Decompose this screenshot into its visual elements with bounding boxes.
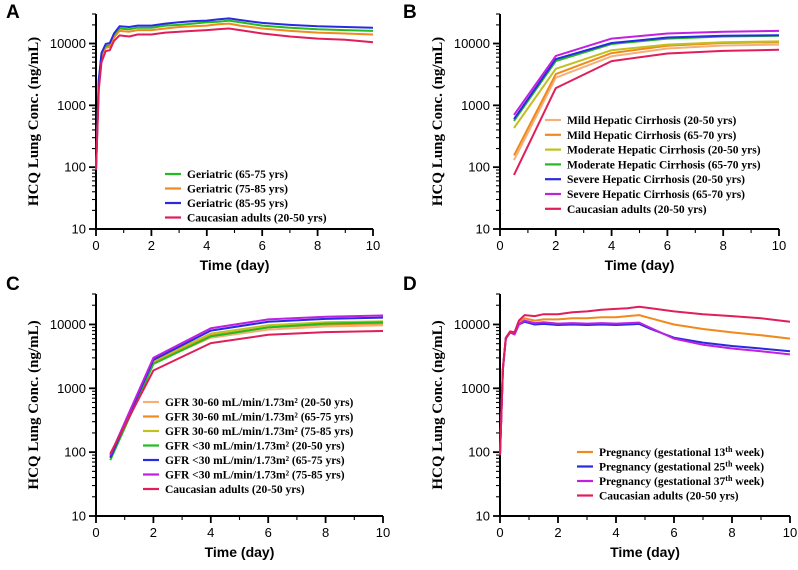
legend-label: Pregnancy (gestational 25th week)	[599, 460, 764, 474]
legend-label: GFR <30 mL/min/1.73m² (65-75 yrs)	[165, 455, 345, 467]
x-tick-label: 6	[265, 525, 272, 540]
series-line-3	[95, 17, 374, 171]
legend-label: Mild Hepatic Cirrhosis (65-70 yrs)	[567, 130, 736, 142]
chart-panel-a: A 10 100 1000 10000 0 2 4 6 8 10 Time (day) HCQ Lung…	[6, 2, 380, 273]
y-axis-title: HCQ Lung Conc. (ng/mL)	[26, 37, 42, 206]
y-tick-label: 100	[468, 445, 490, 460]
x-tick-label: 8	[728, 525, 735, 540]
legend-label: GFR <30 mL/min/1.73m² (20-50 yrs)	[165, 441, 345, 453]
legend-label: Caucasian adults (20-50 yrs)	[165, 484, 305, 496]
y-tick-label: 10000	[50, 36, 86, 51]
legend-label: GFR <30 mL/min/1.73m² (75-85 yrs)	[165, 470, 345, 482]
x-tick-label: 6	[259, 238, 266, 253]
x-tick-label: 2	[554, 525, 561, 540]
panel-label: C	[6, 274, 20, 295]
legend-label: Severe Hepatic Cirrhosis (65-70 yrs)	[567, 189, 745, 201]
series-line-4	[109, 321, 384, 461]
legend-label: GFR 30-60 mL/min/1.73m² (65-75 yrs)	[165, 412, 354, 424]
x-tick-label: 0	[496, 525, 503, 540]
panel-label: D	[403, 274, 417, 295]
panel-label: A	[6, 2, 20, 23]
x-tick-label: 4	[608, 238, 615, 253]
legend-label: Pregnancy (gestational 37th week)	[599, 474, 764, 488]
y-tick-label: 10	[476, 222, 490, 237]
x-tick-label: 10	[366, 238, 380, 253]
x-tick-label: 6	[670, 525, 677, 540]
x-axis-title: Time (day)	[200, 257, 270, 273]
y-tick-label: 100	[468, 160, 490, 175]
legend-label: GFR 30-60 mL/min/1.73m² (75-85 yrs)	[165, 426, 354, 438]
series-line-4	[95, 27, 374, 171]
series-line-1	[109, 324, 384, 459]
y-tick-label: 10000	[50, 317, 86, 332]
legend-label: Caucasian adults (20-50 yrs)	[599, 491, 739, 503]
y-tick-label: 1000	[461, 381, 490, 396]
legend-label: Caucasian adults (20-50 yrs)	[187, 213, 327, 225]
series-line-4	[499, 305, 791, 456]
y-tick-label: 10000	[454, 36, 490, 51]
y-tick-label: 10000	[454, 317, 490, 332]
panel-label: B	[403, 2, 417, 23]
legend-label: GFR 30-60 mL/min/1.73m² (20-50 yrs)	[165, 397, 354, 409]
series-line-2	[499, 320, 791, 456]
y-tick-label: 100	[64, 445, 86, 460]
y-tick-label: 100	[64, 160, 86, 175]
x-tick-label: 6	[664, 238, 671, 253]
series-line-1	[513, 43, 780, 161]
y-axis-title: HCQ Lung Conc. (ng/mL)	[430, 37, 446, 206]
x-tick-label: 0	[92, 238, 99, 253]
y-tick-label: 1000	[57, 98, 86, 113]
x-tick-label: 10	[783, 525, 797, 540]
series-line-3	[499, 319, 791, 456]
chart-panel-b: B 10 100 1000 10000 0 2 4 6 8 10 Time (day) HCQ Lung…	[403, 2, 786, 273]
x-tick-label: 0	[496, 238, 503, 253]
legend-label: Caucasian adults (20-50 yrs)	[567, 204, 707, 216]
y-axis-title: HCQ Lung Conc. (ng/mL)	[26, 320, 42, 489]
legend-label: Moderate Hepatic Cirrhosis (65-70 yrs)	[567, 159, 761, 171]
series-line-7	[109, 330, 384, 455]
legend-label: Pregnancy (gestational 13th week)	[599, 445, 764, 459]
x-tick-label: 8	[322, 525, 329, 540]
y-tick-label: 10	[72, 509, 86, 524]
x-tick-label: 10	[376, 525, 390, 540]
series-line-7	[513, 48, 780, 176]
y-tick-label: 1000	[57, 381, 86, 396]
legend-label: Moderate Hepatic Cirrhosis (20-50 yrs)	[567, 145, 761, 157]
x-tick-label: 0	[92, 525, 99, 540]
chart-panel-c: C 10 100 1000 10000 0 2 4 6 8 10 Time (day) HCQ Lung…	[6, 274, 390, 560]
x-tick-label: 4	[207, 525, 214, 540]
legend-label: Geriatric (65-75 yrs)	[187, 169, 288, 181]
series-line-1	[95, 19, 374, 171]
series-line-6	[513, 29, 780, 116]
y-tick-label: 10	[476, 509, 490, 524]
series-line-3	[513, 40, 780, 129]
x-tick-label: 2	[150, 525, 157, 540]
x-axis-title: Time (day)	[605, 257, 675, 273]
y-tick-label: 10	[72, 222, 86, 237]
series-line-6	[109, 314, 384, 456]
chart-panel-d: D 10 100 1000 10000 0 2 4 6 8 10 Time (day) HCQ Lung…	[403, 274, 797, 560]
y-axis-title: HCQ Lung Conc. (ng/mL)	[430, 320, 446, 489]
x-tick-label: 2	[148, 238, 155, 253]
x-tick-label: 4	[612, 525, 619, 540]
x-axis-title: Time (day)	[610, 544, 680, 560]
legend-label: Severe Hepatic Cirrhosis (20-50 yrs)	[567, 174, 745, 186]
legend-label: Geriatric (75-85 yrs)	[187, 184, 288, 196]
y-tick-label: 1000	[461, 98, 490, 113]
x-tick-label: 2	[552, 238, 559, 253]
legend-label: Geriatric (85-95 yrs)	[187, 198, 288, 210]
x-tick-label: 4	[203, 238, 210, 253]
legend-label: Mild Hepatic Cirrhosis (20-50 yrs)	[567, 115, 736, 127]
x-tick-label: 10	[772, 238, 786, 253]
x-tick-label: 8	[720, 238, 727, 253]
series-line-2	[95, 22, 374, 171]
x-axis-title: Time (day)	[205, 544, 275, 560]
series-line-5	[513, 34, 780, 120]
x-tick-label: 8	[314, 238, 321, 253]
series-line-1	[499, 314, 791, 456]
